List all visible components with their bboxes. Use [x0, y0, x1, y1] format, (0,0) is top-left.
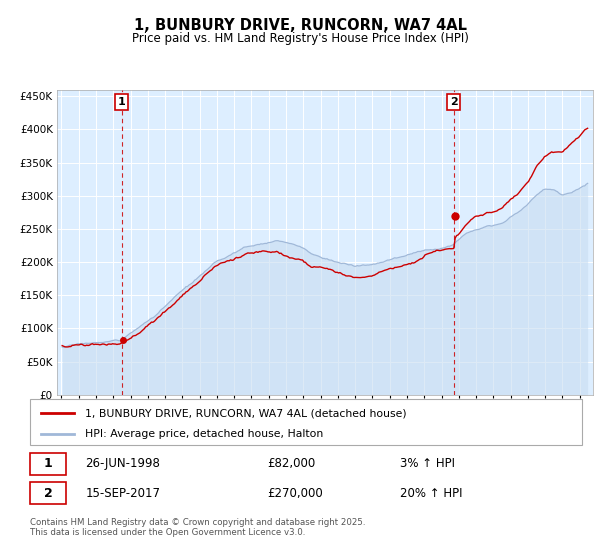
Text: 26-JUN-1998: 26-JUN-1998 [85, 458, 160, 470]
Text: 1: 1 [44, 458, 52, 470]
Text: 3% ↑ HPI: 3% ↑ HPI [400, 458, 455, 470]
Text: 15-SEP-2017: 15-SEP-2017 [85, 487, 160, 500]
Text: HPI: Average price, detached house, Halton: HPI: Average price, detached house, Halt… [85, 429, 323, 438]
Text: 2: 2 [450, 97, 458, 107]
Text: 1, BUNBURY DRIVE, RUNCORN, WA7 4AL (detached house): 1, BUNBURY DRIVE, RUNCORN, WA7 4AL (deta… [85, 408, 407, 418]
Text: 2: 2 [44, 487, 52, 500]
Text: £270,000: £270,000 [268, 487, 323, 500]
Text: Price paid vs. HM Land Registry's House Price Index (HPI): Price paid vs. HM Land Registry's House … [131, 32, 469, 45]
Text: Contains HM Land Registry data © Crown copyright and database right 2025.
This d: Contains HM Land Registry data © Crown c… [30, 518, 365, 538]
Text: 1, BUNBURY DRIVE, RUNCORN, WA7 4AL: 1, BUNBURY DRIVE, RUNCORN, WA7 4AL [133, 18, 467, 33]
Text: 1: 1 [118, 97, 125, 107]
Text: 20% ↑ HPI: 20% ↑ HPI [400, 487, 463, 500]
Bar [30, 482, 66, 505]
Text: £82,000: £82,000 [268, 458, 316, 470]
Bar [30, 452, 66, 475]
